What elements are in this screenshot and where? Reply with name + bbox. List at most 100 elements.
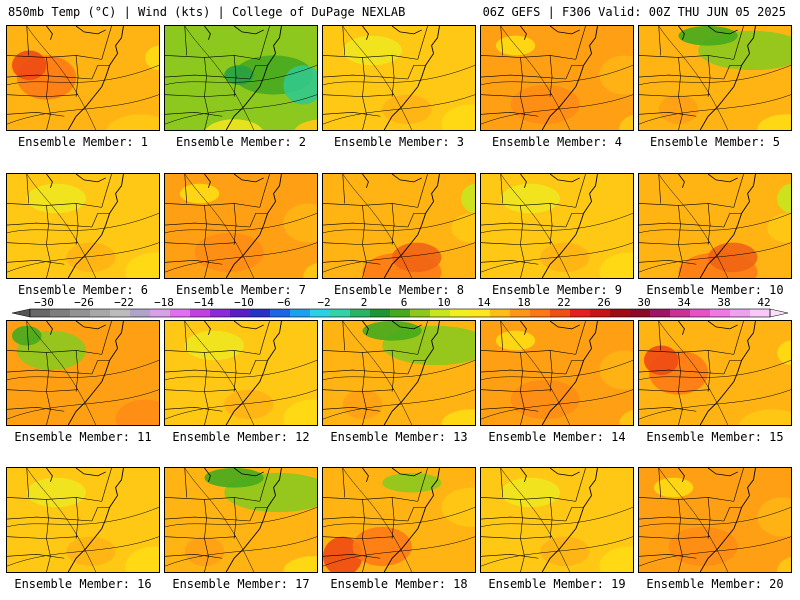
state-border — [91, 64, 110, 80]
state-border — [391, 55, 395, 97]
height-contour — [481, 536, 633, 567]
state-border — [75, 55, 79, 97]
state-border — [7, 74, 92, 80]
colorbar-segment — [570, 309, 591, 317]
great-lakes-outline — [520, 174, 580, 188]
state-border — [723, 359, 742, 375]
state-border — [26, 26, 30, 56]
height-contour — [26, 174, 97, 278]
state-border — [165, 55, 260, 60]
height-contour — [500, 174, 571, 278]
state-border — [575, 26, 586, 60]
great-lakes-outline — [362, 468, 422, 482]
ensemble-member-label: Ensemble Member: 13 — [330, 430, 468, 444]
temperature-region — [619, 409, 633, 425]
temperature-region — [294, 119, 317, 130]
height-contour — [323, 536, 475, 567]
colorbar-segment — [470, 309, 491, 317]
state-border — [723, 506, 742, 522]
state-border — [481, 407, 539, 412]
temperature-region — [599, 350, 633, 390]
height-contour — [165, 536, 317, 567]
state-border — [500, 468, 504, 498]
state-border — [323, 497, 418, 502]
colorbar-high-arrow — [769, 308, 789, 318]
state-border — [259, 321, 270, 355]
state-border — [7, 516, 92, 522]
colorbar-tick-label: 18 — [517, 296, 530, 309]
state-border — [362, 499, 367, 572]
state-border — [184, 321, 188, 351]
temperature-region — [441, 104, 475, 130]
state-border — [565, 359, 584, 375]
state-border — [723, 64, 742, 80]
colorbar-segment — [130, 309, 151, 317]
state-border — [481, 497, 576, 502]
state-border — [481, 222, 566, 228]
colorbar-segment — [30, 309, 51, 317]
colorbar-segment — [690, 309, 711, 317]
coastline — [67, 468, 124, 572]
ensemble-member-map — [322, 467, 476, 573]
state-border — [342, 321, 346, 351]
colorbar-segment — [750, 309, 771, 317]
height-contour — [184, 468, 255, 572]
state-border — [7, 350, 102, 355]
height-contour — [481, 507, 633, 528]
state-border — [46, 57, 51, 130]
state-border — [391, 497, 395, 539]
height-contour — [639, 507, 791, 528]
height-contour — [342, 468, 413, 572]
state-border — [639, 554, 697, 559]
great-lakes-outline — [46, 468, 106, 482]
colorbar-tick-label: 6 — [401, 296, 408, 309]
state-border — [323, 112, 381, 117]
ensemble-member-map — [480, 467, 634, 573]
ensemble-member-label: Ensemble Member: 8 — [333, 283, 465, 297]
temperature-region — [283, 203, 317, 243]
height-contour — [323, 94, 475, 125]
height-contour — [323, 507, 475, 528]
temperature-region — [658, 94, 699, 125]
state-border — [707, 55, 711, 97]
height-contour — [7, 536, 159, 567]
state-border — [639, 497, 734, 502]
state-border — [639, 350, 734, 355]
temperature-region — [500, 477, 560, 508]
state-border — [565, 506, 584, 522]
state-border — [101, 174, 112, 208]
ensemble-member-label: Ensemble Member: 20 — [646, 577, 784, 591]
temperature-region — [26, 183, 86, 214]
temperature-region — [757, 114, 791, 130]
height-contour — [7, 94, 159, 125]
ensemble-member-label: Ensemble Member: 5 — [649, 135, 781, 149]
height-contour — [7, 213, 159, 234]
height-contour — [165, 94, 317, 125]
state-border — [417, 174, 428, 208]
colorbar-segment — [270, 309, 291, 317]
coastline — [383, 321, 440, 425]
state-border — [259, 468, 270, 502]
state-border — [733, 321, 744, 355]
state-border — [101, 26, 112, 60]
great-lakes-outline — [520, 468, 580, 482]
state-border — [233, 203, 237, 245]
temperature-region — [184, 330, 244, 361]
temperature-region — [145, 45, 159, 71]
colorbar-tick-label: −26 — [74, 296, 94, 309]
temperature-region — [125, 252, 159, 278]
height-contour — [658, 174, 729, 278]
state-border — [165, 369, 250, 375]
colorbar-segment — [410, 309, 431, 317]
state-border — [565, 212, 584, 228]
state-border — [549, 203, 553, 245]
state-border — [75, 203, 79, 245]
colorbar-tick-label: 2 — [361, 296, 368, 309]
height-contour — [342, 26, 413, 130]
height-contour — [323, 242, 475, 273]
colorbar-segment — [450, 309, 471, 317]
state-border — [481, 369, 566, 375]
temperature-region — [11, 50, 47, 80]
colorbar-segment — [550, 309, 571, 317]
ensemble-member-label: Ensemble Member: 19 — [488, 577, 626, 591]
